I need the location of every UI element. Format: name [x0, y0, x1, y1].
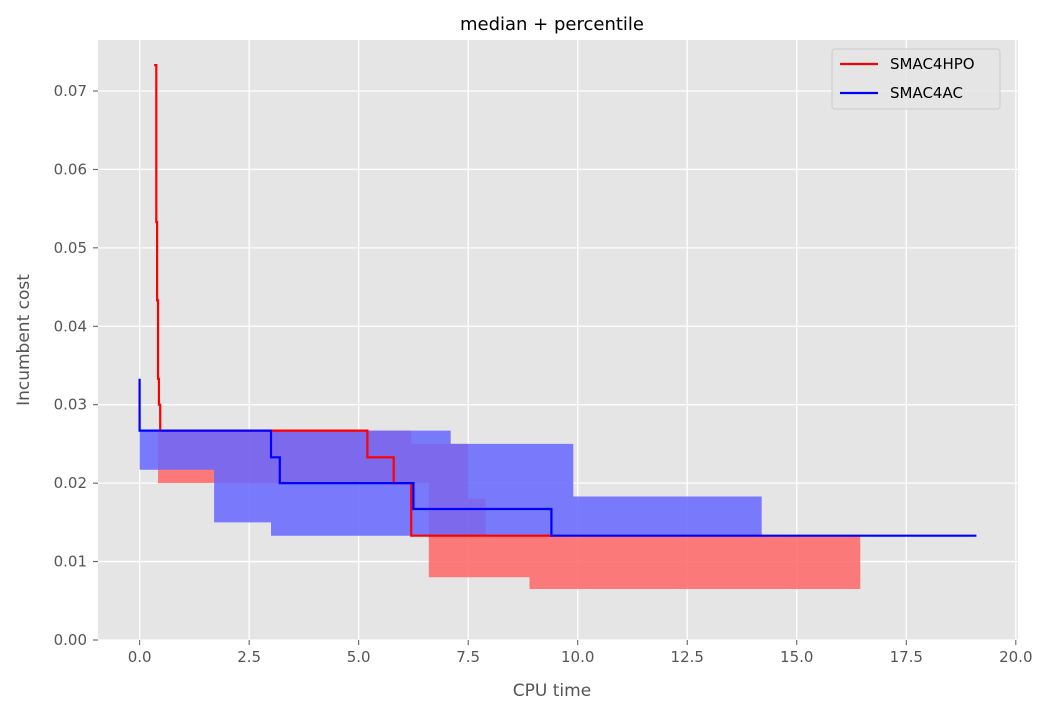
percentile-bands [139, 430, 861, 589]
y-tick-label: 0.06 [54, 160, 87, 178]
x-tick-label: 5.0 [347, 648, 371, 666]
x-tick-label: 7.5 [456, 648, 480, 666]
y-tick-label: 0.00 [54, 631, 87, 649]
median-lines [138, 63, 977, 537]
legend-label-smac4hpo: SMAC4HPO [890, 55, 975, 73]
x-tick-label: 20.0 [999, 648, 1032, 666]
x-tick-label: 17.5 [890, 648, 923, 666]
x-tick-label: 0.0 [128, 648, 152, 666]
y-tick-label: 0.02 [54, 474, 87, 492]
median-line-smac4ac [138, 378, 977, 537]
y-tick-label: 0.04 [54, 317, 87, 335]
legend-label-smac4ac: SMAC4AC [890, 84, 963, 102]
y-axis-label: Incumbent cost [14, 274, 34, 406]
x-tick-label: 10.0 [561, 648, 594, 666]
x-axis-ticks: 0.0 2.5 5.0 7.5 10.0 12.5 15.0 17.5 20.0 [128, 640, 1033, 666]
x-axis-label: CPU time [513, 681, 591, 701]
x-tick-label: 12.5 [671, 648, 704, 666]
percentile-band-smac4ac [139, 430, 762, 536]
y-tick-label: 0.05 [54, 239, 87, 257]
x-tick-label: 15.0 [780, 648, 813, 666]
legend: SMAC4HPO SMAC4AC [831, 48, 1001, 110]
y-tick-label: 0.07 [54, 82, 87, 100]
y-tick-label: 0.03 [54, 396, 87, 414]
y-tick-label: 0.01 [54, 553, 87, 571]
y-axis-ticks: 0.00 0.01 0.02 0.03 0.04 0.05 0.06 0.07 [54, 82, 98, 649]
x-tick-label: 2.5 [237, 648, 261, 666]
chart-title: median + percentile [460, 14, 644, 35]
